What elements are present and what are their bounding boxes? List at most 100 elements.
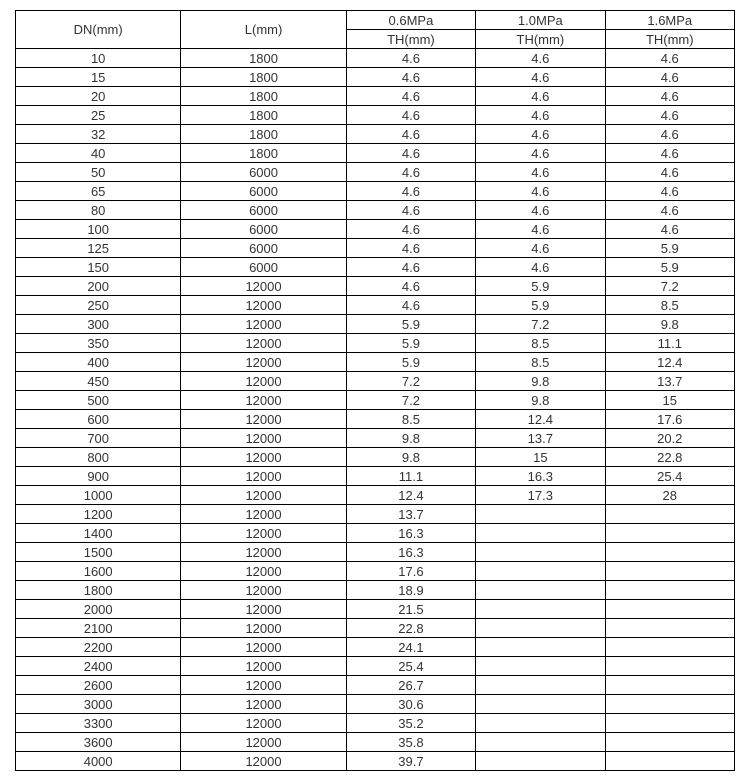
table-cell: 4.6 <box>346 258 475 277</box>
table-cell <box>605 714 734 733</box>
table-cell: 65 <box>16 182 181 201</box>
table-cell: 40 <box>16 144 181 163</box>
table-row: 40001200039.7 <box>16 752 735 771</box>
table-cell: 9.8 <box>346 429 475 448</box>
table-cell: 400 <box>16 353 181 372</box>
table-cell: 6000 <box>181 220 346 239</box>
table-cell: 5.9 <box>346 315 475 334</box>
table-row: 15001200016.3 <box>16 543 735 562</box>
table-cell: 4.6 <box>476 220 605 239</box>
table-cell: 150 <box>16 258 181 277</box>
table-cell: 12000 <box>181 676 346 695</box>
table-cell: 11.1 <box>605 334 734 353</box>
table-cell: 4.6 <box>476 87 605 106</box>
table-cell: 16.3 <box>346 524 475 543</box>
table-cell: 24.1 <box>346 638 475 657</box>
table-cell: 7.2 <box>605 277 734 296</box>
table-cell: 30.6 <box>346 695 475 714</box>
col-10mpa: 1.0MPa <box>476 11 605 30</box>
table-cell: 4.6 <box>605 49 734 68</box>
table-cell: 4.6 <box>605 144 734 163</box>
table-cell: 5.9 <box>605 258 734 277</box>
table-cell: 22.8 <box>605 448 734 467</box>
table-cell <box>605 752 734 771</box>
table-row: 1018004.64.64.6 <box>16 49 735 68</box>
table-cell: 4.6 <box>476 239 605 258</box>
table-cell: 4.6 <box>605 68 734 87</box>
table-row: 1518004.64.64.6 <box>16 68 735 87</box>
table-cell: 5.9 <box>346 353 475 372</box>
table-cell <box>476 752 605 771</box>
table-cell <box>605 600 734 619</box>
table-cell: 17.3 <box>476 486 605 505</box>
table-cell: 3300 <box>16 714 181 733</box>
table-cell: 15 <box>605 391 734 410</box>
table-row: 9001200011.116.325.4 <box>16 467 735 486</box>
table-cell: 11.1 <box>346 467 475 486</box>
table-cell: 4.6 <box>346 125 475 144</box>
table-cell: 6000 <box>181 182 346 201</box>
table-cell: 32 <box>16 125 181 144</box>
table-cell: 9.8 <box>346 448 475 467</box>
table-cell: 12000 <box>181 543 346 562</box>
table-cell: 28 <box>605 486 734 505</box>
table-cell: 1800 <box>181 144 346 163</box>
table-cell: 20 <box>16 87 181 106</box>
table-cell: 4.6 <box>346 201 475 220</box>
table-cell: 12000 <box>181 296 346 315</box>
table-cell: 12000 <box>181 505 346 524</box>
table-row: 6560004.64.64.6 <box>16 182 735 201</box>
table-cell <box>605 619 734 638</box>
table-cell: 12000 <box>181 467 346 486</box>
table-cell <box>476 524 605 543</box>
table-cell: 12000 <box>181 277 346 296</box>
table-cell: 450 <box>16 372 181 391</box>
table-cell: 4.6 <box>476 258 605 277</box>
table-cell: 4.6 <box>476 144 605 163</box>
table-cell: 1800 <box>181 68 346 87</box>
table-cell <box>476 562 605 581</box>
table-cell: 5.9 <box>605 239 734 258</box>
table-cell: 12000 <box>181 334 346 353</box>
table-cell: 9.8 <box>605 315 734 334</box>
table-cell: 4.6 <box>476 49 605 68</box>
table-cell: 17.6 <box>346 562 475 581</box>
table-cell: 4.6 <box>346 296 475 315</box>
table-row: 33001200035.2 <box>16 714 735 733</box>
table-row: 36001200035.8 <box>16 733 735 752</box>
table-cell: 35.8 <box>346 733 475 752</box>
table-cell: 9.8 <box>476 372 605 391</box>
table-row: 700120009.813.720.2 <box>16 429 735 448</box>
table-cell: 4.6 <box>346 106 475 125</box>
table-cell: 12000 <box>181 448 346 467</box>
table-cell: 4.6 <box>605 220 734 239</box>
table-cell: 2200 <box>16 638 181 657</box>
table-cell: 5.9 <box>346 334 475 353</box>
table-cell <box>605 543 734 562</box>
table-cell <box>476 695 605 714</box>
table-cell <box>476 733 605 752</box>
table-cell: 12000 <box>181 410 346 429</box>
table-cell: 1000 <box>16 486 181 505</box>
table-cell: 12.4 <box>476 410 605 429</box>
table-cell <box>476 581 605 600</box>
sub-th-06: TH(mm) <box>346 30 475 49</box>
table-cell: 4.6 <box>346 68 475 87</box>
table-cell: 13.7 <box>346 505 475 524</box>
table-cell: 12000 <box>181 429 346 448</box>
table-cell: 7.2 <box>346 372 475 391</box>
table-cell: 18.9 <box>346 581 475 600</box>
table-cell <box>605 562 734 581</box>
table-row: 2518004.64.64.6 <box>16 106 735 125</box>
table-cell <box>605 505 734 524</box>
table-cell: 21.5 <box>346 600 475 619</box>
table-cell: 4.6 <box>476 125 605 144</box>
table-cell: 5.9 <box>476 277 605 296</box>
table-cell: 8.5 <box>605 296 734 315</box>
table-cell: 80 <box>16 201 181 220</box>
table-cell: 50 <box>16 163 181 182</box>
table-cell: 1800 <box>16 581 181 600</box>
table-row: 21001200022.8 <box>16 619 735 638</box>
table-cell: 12000 <box>181 638 346 657</box>
table-cell <box>476 714 605 733</box>
